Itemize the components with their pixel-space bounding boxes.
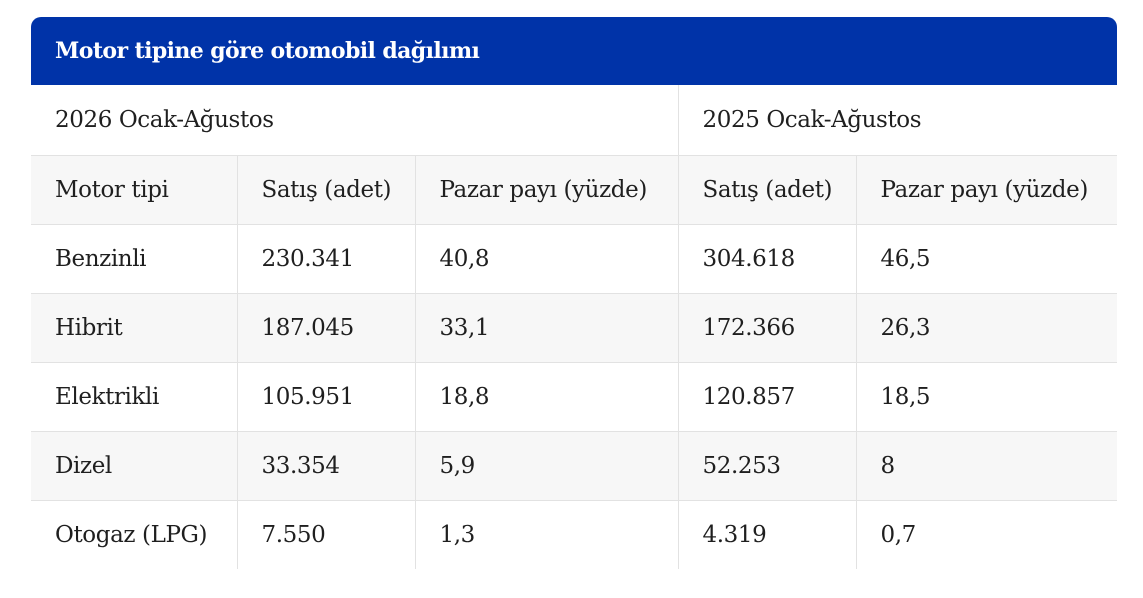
- table-row: Benzinli 230.341 40,8 304.618 46,5: [31, 224, 1118, 294]
- period-2025: 2025 Ocak-Ağustos: [678, 85, 1118, 156]
- header-share-2026: Pazar payı (yüzde): [415, 155, 679, 225]
- cell-share-2025: 8: [856, 431, 1118, 501]
- cell-share-2025: 18,5: [856, 362, 1118, 432]
- header-share-2025: Pazar payı (yüzde): [856, 155, 1118, 225]
- cell-engine-type: Dizel: [31, 431, 238, 501]
- period-2026: 2026 Ocak-Ağustos: [31, 85, 679, 156]
- cell-sales-2025: 172.366: [678, 293, 857, 363]
- cell-share-2026: 1,3: [415, 500, 679, 569]
- cell-sales-2025: 4.319: [678, 500, 857, 569]
- cell-share-2026: 5,9: [415, 431, 679, 501]
- table-title-bar: Motor tipine göre otomobil dağılımı: [31, 17, 1117, 85]
- cell-sales-2026: 105.951: [237, 362, 416, 432]
- header-row: Motor tipi Satış (adet) Pazar payı (yüzd…: [31, 155, 1118, 225]
- cell-engine-type: Hibrit: [31, 293, 238, 363]
- table-row: Hibrit 187.045 33,1 172.366 26,3: [31, 293, 1118, 363]
- cell-engine-type: Benzinli: [31, 224, 238, 294]
- cell-sales-2026: 230.341: [237, 224, 416, 294]
- cell-share-2025: 0,7: [856, 500, 1118, 569]
- table-row: Otogaz (LPG) 7.550 1,3 4.319 0,7: [31, 500, 1118, 569]
- cell-sales-2025: 52.253: [678, 431, 857, 501]
- cell-engine-type: Elektrikli: [31, 362, 238, 432]
- cell-sales-2026: 187.045: [237, 293, 416, 363]
- cell-share-2025: 26,3: [856, 293, 1118, 363]
- cell-share-2025: 46,5: [856, 224, 1118, 294]
- header-engine-type: Motor tipi: [31, 155, 238, 225]
- cell-sales-2026: 33.354: [237, 431, 416, 501]
- table-row: Dizel 33.354 5,9 52.253 8: [31, 431, 1118, 501]
- cell-engine-type: Otogaz (LPG): [31, 500, 238, 569]
- cell-share-2026: 40,8: [415, 224, 679, 294]
- data-table: 2026 Ocak-Ağustos 2025 Ocak-Ağustos Moto…: [31, 85, 1118, 569]
- cell-sales-2026: 7.550: [237, 500, 416, 569]
- cell-share-2026: 33,1: [415, 293, 679, 363]
- header-sales-2025: Satış (adet): [678, 155, 857, 225]
- engine-type-table: Motor tipine göre otomobil dağılımı 2026…: [31, 17, 1118, 569]
- header-sales-2026: Satış (adet): [237, 155, 416, 225]
- cell-sales-2025: 120.857: [678, 362, 857, 432]
- cell-sales-2025: 304.618: [678, 224, 857, 294]
- table-row: Elektrikli 105.951 18,8 120.857 18,5: [31, 362, 1118, 432]
- table-title: Motor tipine göre otomobil dağılımı: [55, 38, 480, 64]
- period-row: 2026 Ocak-Ağustos 2025 Ocak-Ağustos: [31, 85, 1118, 156]
- cell-share-2026: 18,8: [415, 362, 679, 432]
